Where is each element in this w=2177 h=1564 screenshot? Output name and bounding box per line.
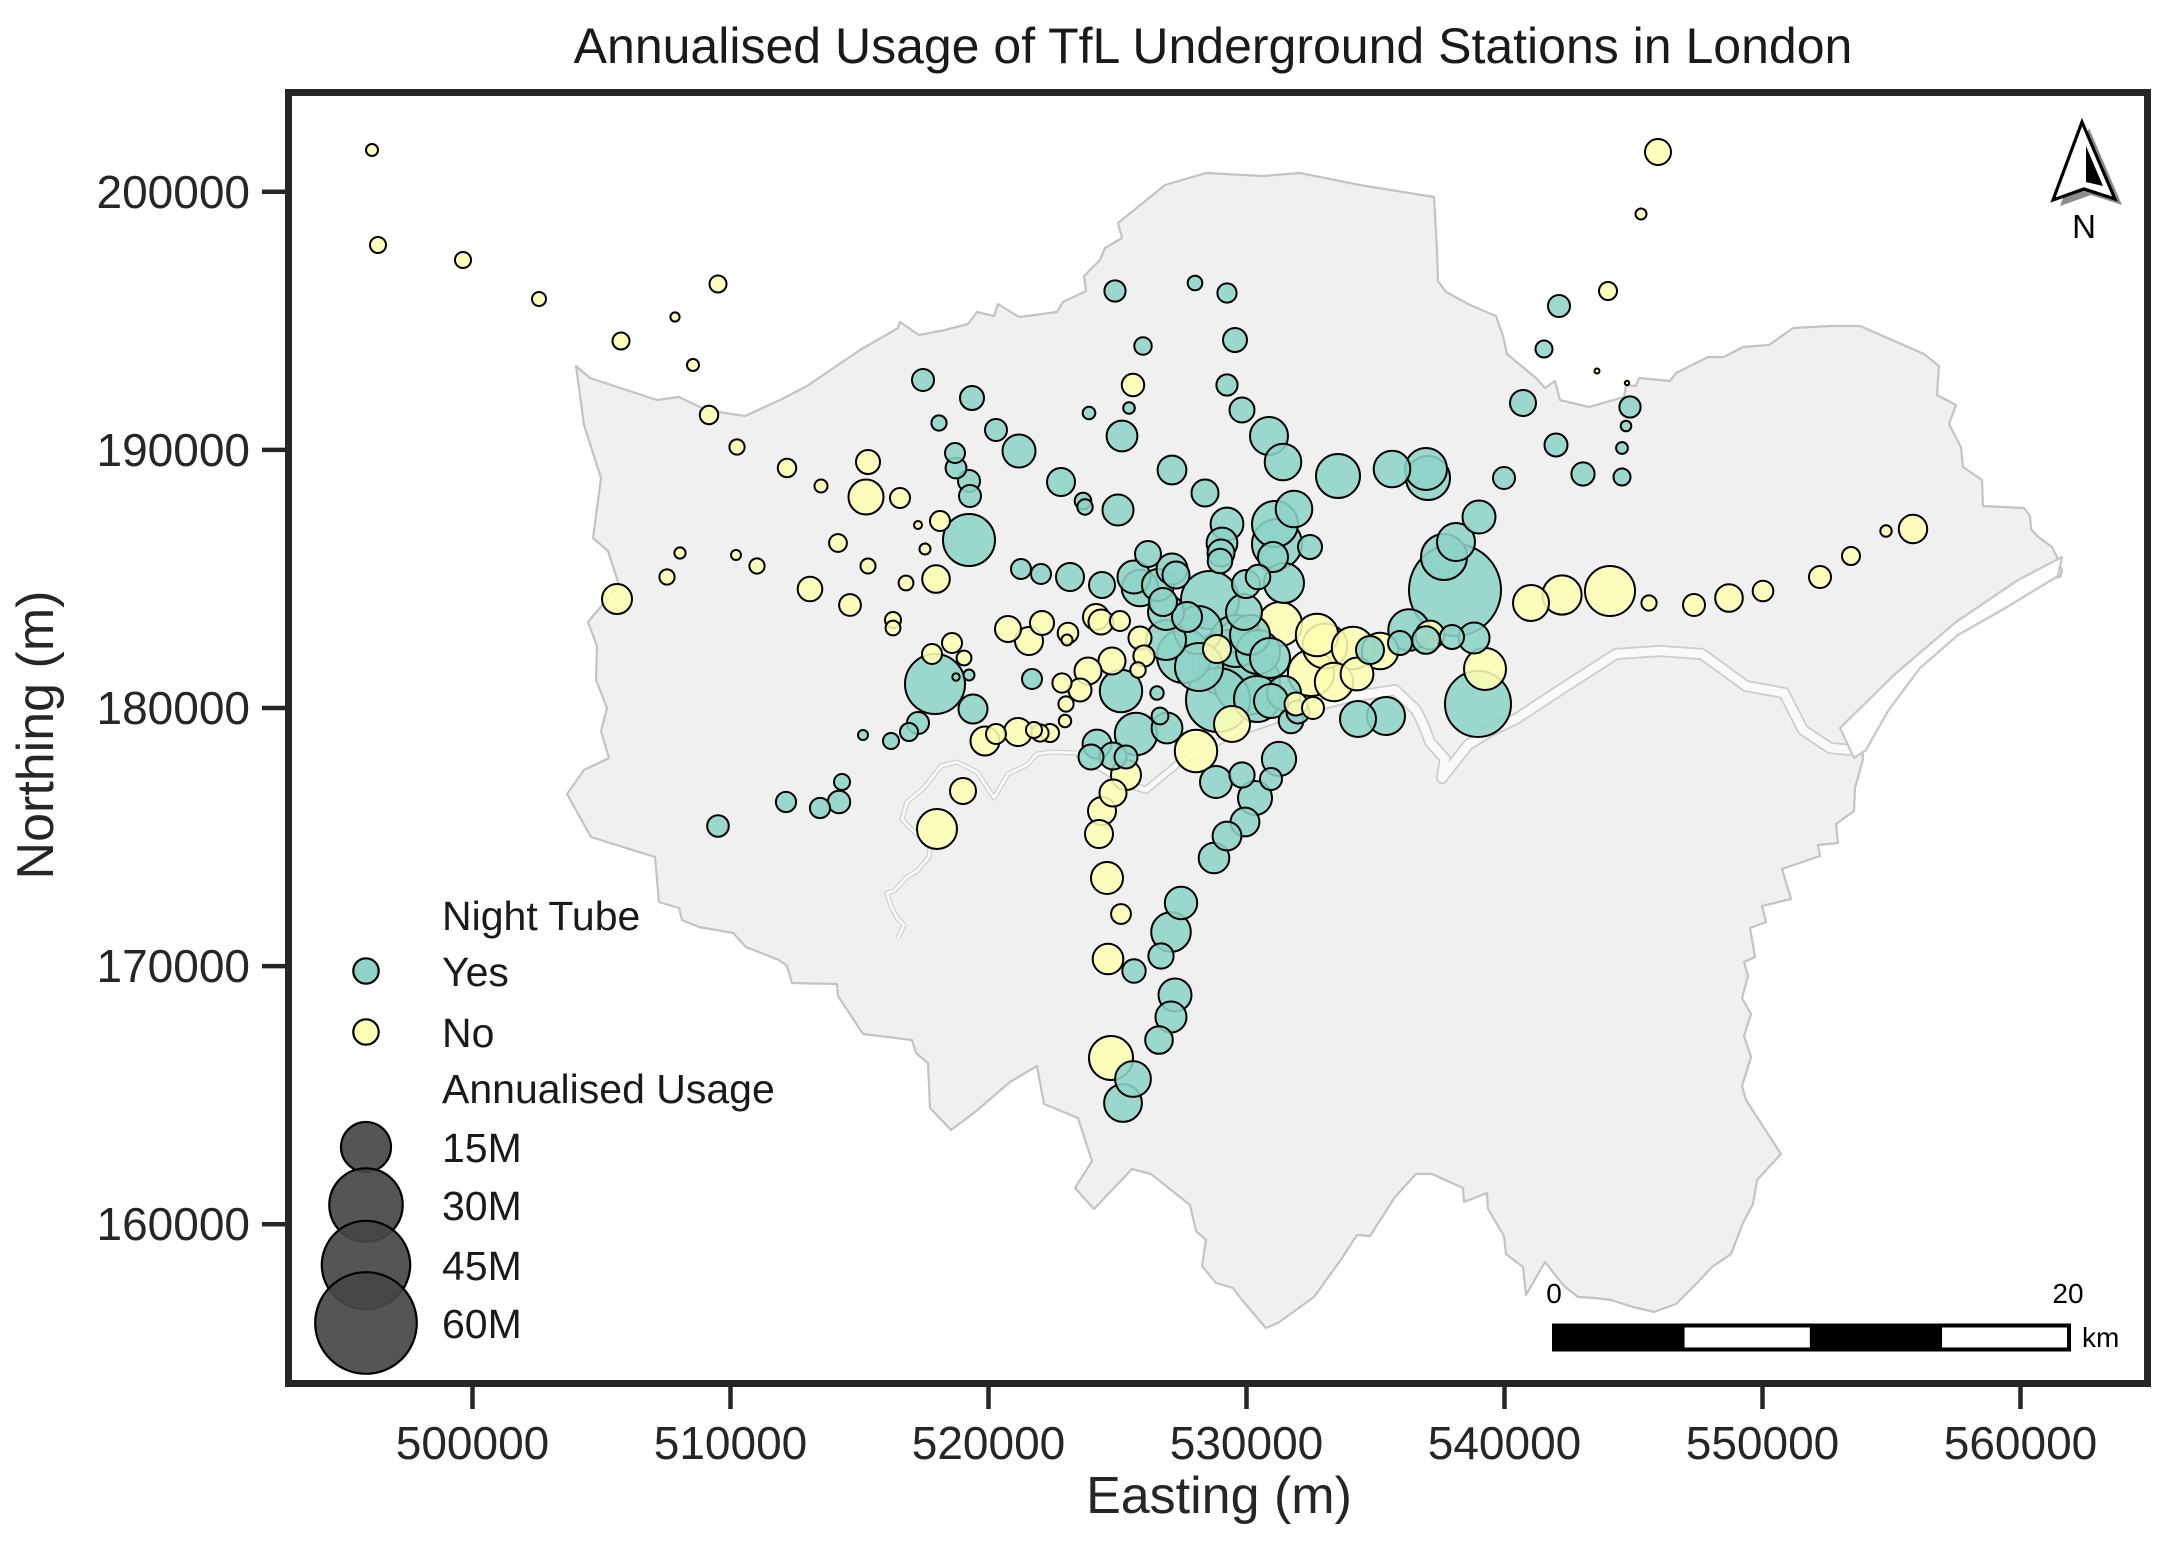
- svg-text:Yes: Yes: [442, 949, 509, 995]
- svg-text:180000: 180000: [97, 682, 251, 734]
- svg-text:Night Tube: Night Tube: [442, 893, 640, 939]
- svg-text:510000: 510000: [654, 1417, 808, 1469]
- svg-text:560000: 560000: [1944, 1417, 2098, 1469]
- svg-text:500000: 500000: [396, 1417, 550, 1469]
- svg-text:550000: 550000: [1686, 1417, 1840, 1469]
- svg-text:30M: 30M: [442, 1183, 522, 1229]
- svg-text:Northing (m): Northing (m): [7, 591, 65, 880]
- svg-text:190000: 190000: [97, 424, 251, 476]
- svg-text:520000: 520000: [912, 1417, 1066, 1469]
- svg-text:km: km: [2082, 1322, 2119, 1353]
- svg-text:No: No: [442, 1010, 494, 1056]
- svg-text:530000: 530000: [1170, 1417, 1324, 1469]
- svg-text:Easting (m): Easting (m): [1086, 1467, 1352, 1525]
- svg-text:0: 0: [1546, 1278, 1562, 1309]
- svg-text:45M: 45M: [442, 1243, 522, 1289]
- svg-text:Annualised Usage: Annualised Usage: [442, 1066, 775, 1112]
- svg-text:15M: 15M: [442, 1125, 522, 1171]
- svg-text:N: N: [2072, 208, 2096, 245]
- svg-text:540000: 540000: [1428, 1417, 1582, 1469]
- svg-text:170000: 170000: [97, 940, 251, 992]
- svg-text:20: 20: [2052, 1278, 2083, 1309]
- svg-text:60M: 60M: [442, 1301, 522, 1347]
- svg-text:Annualised Usage of TfL Underg: Annualised Usage of TfL Underground Stat…: [574, 18, 1853, 74]
- svg-text:160000: 160000: [97, 1198, 251, 1250]
- svg-text:200000: 200000: [97, 166, 251, 218]
